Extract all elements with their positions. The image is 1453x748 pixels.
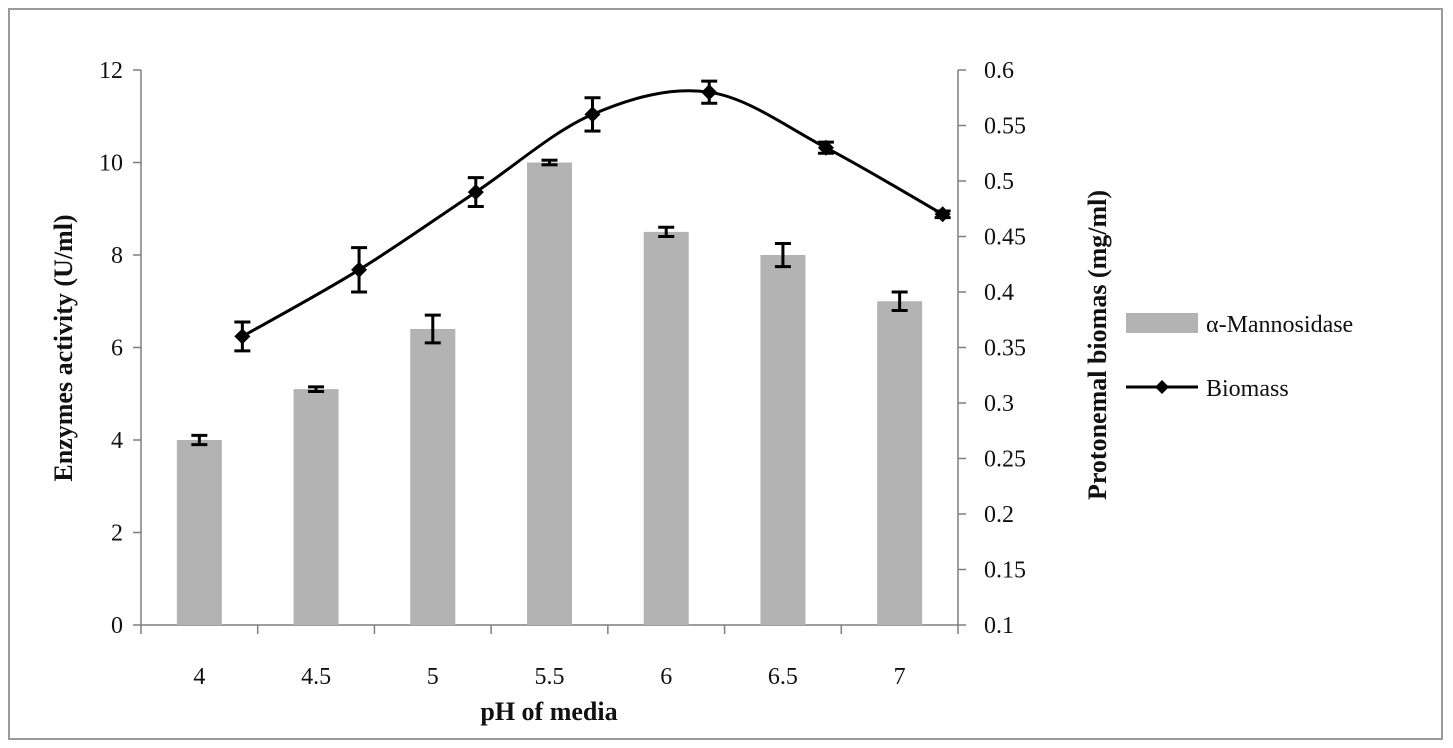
x-tick-label: 4 (193, 664, 205, 690)
biomass-point (934, 206, 951, 223)
x-tick-label: 7 (894, 664, 906, 690)
legend-label-biomass: Biomass (1206, 376, 1289, 402)
bar-mannosidase (293, 389, 339, 625)
bar-mannosidase (877, 301, 923, 625)
y-left-tick-label: 0 (111, 613, 123, 639)
bar-mannosidase (527, 162, 572, 625)
bar-mannosidase (643, 231, 689, 625)
y-right-tick-label: 0.2 (984, 502, 1014, 528)
y-right-tick-label: 0.6 (984, 58, 1014, 84)
biomass-point (584, 106, 601, 123)
y-right-tick-label: 0.35 (984, 336, 1026, 362)
x-tick-label: 6.5 (768, 664, 798, 690)
biomass-point (351, 261, 368, 278)
y-left-tick-label: 4 (111, 428, 123, 454)
y-right-tick-label: 0.15 (984, 558, 1026, 584)
bar-mannosidase (176, 440, 222, 625)
x-tick-label: 4.5 (301, 664, 331, 690)
chart-frame (8, 8, 1443, 740)
legend: α-Mannosidase Biomass (1126, 312, 1353, 402)
y-axis-left-title: Enzymes activity (U/ml) (49, 214, 78, 481)
y-right-tick-label: 0.1 (984, 613, 1014, 639)
legend-swatch-mannosidase (1126, 313, 1198, 333)
x-tick-label: 5 (427, 664, 439, 690)
y-right-tick-label: 0.3 (984, 391, 1014, 417)
biomass-point (817, 139, 834, 156)
line-series (234, 79, 951, 353)
y-left-tick-label: 12 (99, 58, 123, 84)
bar-mannosidase (410, 329, 456, 625)
biomass-point (234, 328, 251, 345)
tick-labels: 0 2 4 6 8 10 12 0.1 0.15 0.2 0.25 0.3 0.35 0.4 0.45 0.5… (99, 58, 1026, 690)
y-right-tick-label: 0.4 (984, 280, 1014, 306)
legend-label-mannosidase: α-Mannosidase (1206, 312, 1353, 338)
biomass-point (467, 184, 484, 201)
biomass-point (701, 84, 718, 101)
x-tick-label: 5.5 (535, 664, 565, 690)
y-left-tick-label: 10 (99, 151, 123, 177)
legend-marker-biomass (1155, 380, 1169, 394)
y-right-tick-label: 0.5 (984, 169, 1014, 195)
y-right-tick-label: 0.45 (984, 225, 1026, 251)
y-left-tick-label: 2 (111, 521, 123, 547)
bar-mannosidase (760, 255, 806, 625)
y-right-tick-label: 0.25 (984, 447, 1026, 473)
y-left-tick-label: 6 (111, 336, 123, 362)
bar-series (176, 158, 923, 625)
y-axis-right-title: Protonemal biomas (mg/ml) (1083, 190, 1112, 500)
x-tick-label: 6 (660, 664, 672, 690)
x-axis-title: pH of media (480, 697, 617, 726)
y-left-tick-label: 8 (111, 243, 123, 269)
y-right-tick-label: 0.55 (984, 114, 1026, 140)
